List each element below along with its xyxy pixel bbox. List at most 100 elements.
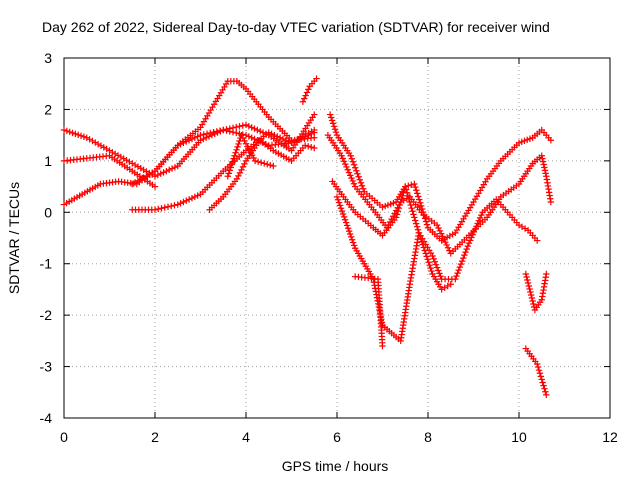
data-point xyxy=(436,270,443,277)
y-tick-label: 1 xyxy=(44,153,52,169)
data-point xyxy=(538,152,545,159)
data-point xyxy=(453,272,460,280)
x-tick-label: 2 xyxy=(151,429,159,445)
data-point xyxy=(89,137,96,145)
data-point xyxy=(92,139,99,146)
data-point xyxy=(539,158,547,165)
data-point xyxy=(435,267,442,274)
x-tick-labels: 0 2 4 6 8 10 12 xyxy=(60,429,618,445)
data-point xyxy=(347,152,354,159)
data-point xyxy=(161,204,168,211)
data-point xyxy=(542,170,549,177)
data-point xyxy=(80,133,88,140)
data-point xyxy=(406,198,413,206)
data-point xyxy=(238,131,245,139)
data-point xyxy=(395,204,403,212)
data-point xyxy=(534,363,542,371)
chart-title: Day 262 of 2022, Sidereal Day-to-day VTE… xyxy=(42,19,550,35)
data-point xyxy=(180,198,187,206)
data-point xyxy=(83,134,90,141)
data-point xyxy=(475,217,483,224)
data-point xyxy=(191,134,199,141)
x-tick-label: 8 xyxy=(424,429,432,445)
data-point xyxy=(251,157,259,165)
data-point xyxy=(327,114,335,121)
data-point xyxy=(350,180,358,187)
data-point xyxy=(338,152,345,159)
y-tick-label: -3 xyxy=(40,359,53,375)
data-point xyxy=(202,134,210,141)
data-point xyxy=(230,155,237,162)
data-point xyxy=(345,227,353,235)
data-point xyxy=(415,193,422,200)
data-point xyxy=(411,180,418,188)
data-point xyxy=(379,342,386,350)
data-point xyxy=(69,129,76,137)
data-point xyxy=(311,134,318,141)
data-point xyxy=(452,275,459,283)
data-point xyxy=(417,199,424,206)
data-point xyxy=(66,128,73,136)
data-point xyxy=(430,255,437,263)
data-point xyxy=(267,161,274,169)
data-point xyxy=(229,158,236,165)
data-point xyxy=(412,220,420,227)
data-point xyxy=(236,123,243,130)
data-point xyxy=(233,123,240,131)
data-point xyxy=(358,182,366,189)
data-point xyxy=(412,217,419,224)
data-point xyxy=(527,291,535,299)
data-point xyxy=(257,128,264,135)
data-point xyxy=(72,130,79,138)
data-point xyxy=(94,140,102,148)
data-point xyxy=(471,225,479,233)
data-point xyxy=(338,207,346,215)
data-point xyxy=(465,239,473,247)
data-point xyxy=(227,164,234,171)
data-point xyxy=(538,376,545,383)
data-point xyxy=(270,162,277,170)
data-point xyxy=(86,136,93,143)
data-point xyxy=(239,134,247,142)
data-point xyxy=(282,137,290,144)
data-point xyxy=(226,167,233,174)
data-point xyxy=(415,229,423,237)
data-point xyxy=(185,137,193,144)
data-point xyxy=(157,170,164,177)
data-point xyxy=(433,264,441,271)
data-point xyxy=(463,245,470,253)
data-point xyxy=(394,208,402,215)
data-point xyxy=(233,129,240,137)
data-point xyxy=(417,202,425,210)
data-point xyxy=(419,241,426,248)
data-point xyxy=(166,166,173,174)
data-point xyxy=(470,228,478,236)
data-point xyxy=(239,122,246,129)
data-point xyxy=(137,165,144,172)
data-point xyxy=(444,244,452,251)
data-point xyxy=(75,131,82,139)
data-point xyxy=(421,215,429,222)
data-point xyxy=(241,160,248,168)
data-point xyxy=(466,237,474,244)
data-point xyxy=(248,134,255,141)
data-point xyxy=(254,126,261,134)
data-point xyxy=(402,183,409,190)
data-point xyxy=(530,300,537,308)
data-point xyxy=(248,151,256,159)
data-point xyxy=(405,195,413,203)
data-point xyxy=(413,187,420,194)
x-axis-label: GPS time / hours xyxy=(282,458,389,474)
data-point xyxy=(418,238,426,245)
series-track-n xyxy=(522,270,550,314)
data-point xyxy=(339,210,347,218)
data-point xyxy=(236,169,244,177)
data-point xyxy=(411,214,418,221)
data-point xyxy=(410,211,417,218)
data-point xyxy=(268,130,275,138)
data-point xyxy=(346,230,354,238)
plot-frame xyxy=(63,57,611,419)
data-point xyxy=(341,216,349,223)
data-point xyxy=(541,385,548,392)
data-point xyxy=(404,192,412,200)
